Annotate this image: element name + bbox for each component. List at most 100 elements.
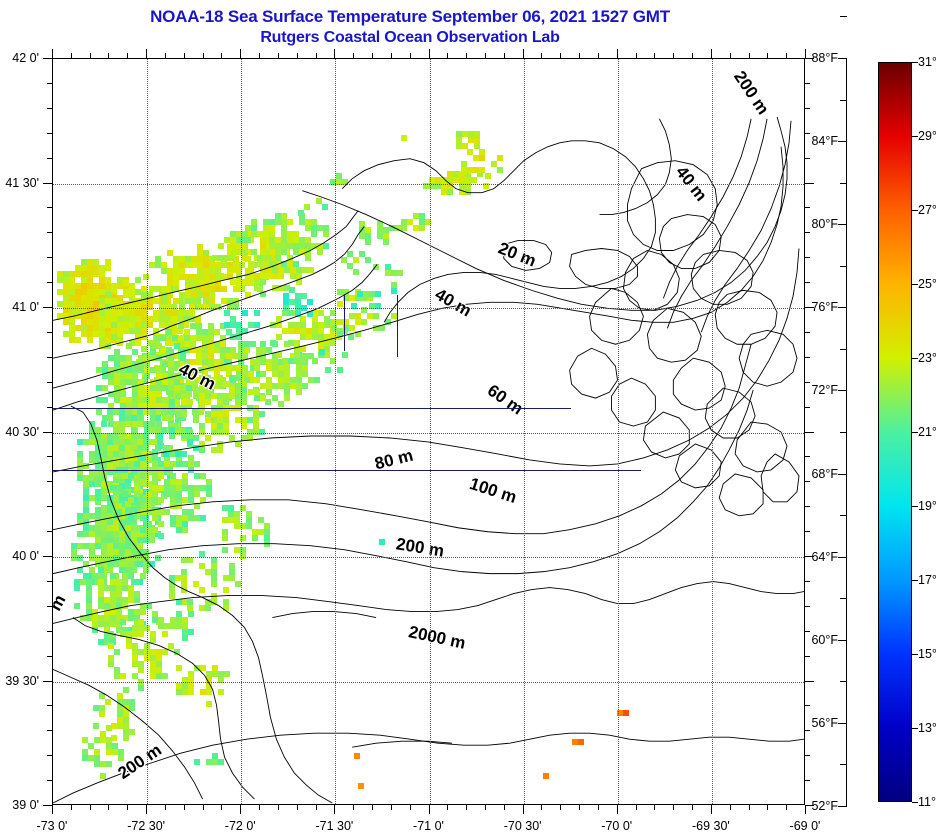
sst-pixel	[266, 273, 272, 279]
sst-pixel	[138, 379, 144, 385]
sst-pixel	[114, 397, 120, 403]
sst-pixel	[83, 501, 89, 507]
sst-pixel	[168, 385, 174, 391]
fahrenheit-tick-major	[838, 556, 847, 558]
sst-pixel	[128, 515, 134, 521]
sst-pixel	[164, 455, 170, 461]
sst-pixel	[150, 343, 156, 349]
sst-pixel	[146, 455, 152, 461]
sst-pixel	[63, 331, 69, 337]
sst-pixel	[128, 497, 134, 503]
sst-pixel	[264, 523, 270, 529]
sst-pixel	[113, 543, 119, 549]
sst-pixel	[156, 421, 162, 427]
sst-pixel	[281, 243, 287, 249]
sst-pixel	[305, 243, 311, 249]
sst-pixel	[447, 189, 453, 195]
sst-pixel	[149, 427, 155, 433]
sst-pixel	[141, 292, 147, 298]
sst-pixel	[227, 262, 233, 268]
sst-pixel	[203, 268, 209, 274]
gridline-horizontal	[53, 681, 804, 683]
fahrenheit-label: 68°F	[811, 466, 838, 481]
sst-pixel	[143, 567, 149, 573]
sst-pixel	[119, 439, 125, 445]
sst-pixel	[227, 304, 233, 310]
sst-pixel	[186, 403, 192, 409]
sst-pixel	[81, 319, 87, 325]
sst-pixel	[330, 179, 336, 185]
sst-pixel	[200, 485, 206, 491]
temperature-colorbar[interactable]	[878, 62, 912, 802]
sst-pixel	[208, 347, 214, 353]
y-tick-minor	[805, 481, 810, 483]
sst-pixel	[143, 475, 149, 481]
sst-pixel	[155, 513, 161, 519]
fahrenheit-tick-major	[838, 58, 847, 59]
y-tick-minor	[805, 381, 810, 383]
sst-pixel	[260, 279, 266, 285]
sst-pixel	[149, 262, 155, 268]
sst-pixel	[385, 264, 391, 270]
sst-pixel	[182, 617, 188, 623]
sst-pixel	[307, 311, 313, 317]
sst-pixel	[311, 243, 317, 249]
sst-pixel	[143, 537, 149, 543]
sst-pixel	[131, 531, 137, 537]
sst-pixel	[87, 295, 93, 301]
sst-pixel	[120, 355, 126, 361]
x-tick-minor	[183, 805, 185, 810]
sst-pixel	[106, 743, 112, 749]
sst-pixel	[215, 262, 221, 268]
sst-pixel	[241, 393, 247, 399]
sst-pixel	[377, 233, 383, 239]
sst-pixel	[158, 509, 164, 515]
sst-pixel	[96, 397, 102, 403]
sst-pixel	[342, 352, 348, 358]
sst-pixel	[101, 567, 107, 573]
sst-pixel	[141, 310, 147, 316]
sst-pixel	[177, 298, 183, 304]
x-tick-minor	[372, 805, 374, 810]
sst-pixel	[104, 597, 110, 603]
sst-pixel	[87, 331, 93, 337]
sst-pixel	[162, 361, 168, 367]
sst-pixel	[236, 328, 242, 334]
y-tick-minor	[805, 630, 810, 632]
sst-pixel	[170, 623, 176, 629]
y-tick-minor	[47, 655, 52, 657]
sst-pixel	[150, 673, 156, 679]
sst-pixel	[178, 377, 184, 383]
sst-pixel	[123, 316, 129, 322]
sst-pixel	[233, 298, 239, 304]
sst-pixel	[263, 249, 269, 255]
sst-pixel	[318, 352, 324, 358]
sst-pixel	[209, 262, 215, 268]
sst-pixel	[147, 316, 153, 322]
sst-pixel	[180, 355, 186, 361]
sst-pixel	[305, 219, 311, 225]
sst-pixel	[193, 445, 199, 451]
sst-pixel	[86, 609, 92, 615]
sst-pixel	[252, 535, 258, 541]
sst-pixel	[194, 515, 200, 521]
sst-pixel	[94, 737, 100, 743]
sst-pixel	[191, 292, 197, 298]
sst-pixel	[158, 461, 164, 467]
sst-pixel	[113, 433, 119, 439]
sst-pixel	[401, 225, 407, 231]
sst-pixel	[323, 243, 329, 249]
x-tick-major	[334, 49, 336, 58]
sst-pixel	[146, 527, 152, 533]
sst-pixel	[218, 273, 224, 279]
sst-pixel	[57, 301, 63, 307]
sst-pixel	[150, 655, 156, 661]
sst-pixel	[95, 543, 101, 549]
sst-pixel	[132, 403, 138, 409]
sst-pixel	[474, 137, 480, 143]
sst-pixel	[172, 335, 178, 341]
sst-pixel	[254, 279, 260, 285]
sst-pixel	[197, 256, 203, 262]
colorbar-celsius-label: 23°C	[918, 351, 936, 365]
